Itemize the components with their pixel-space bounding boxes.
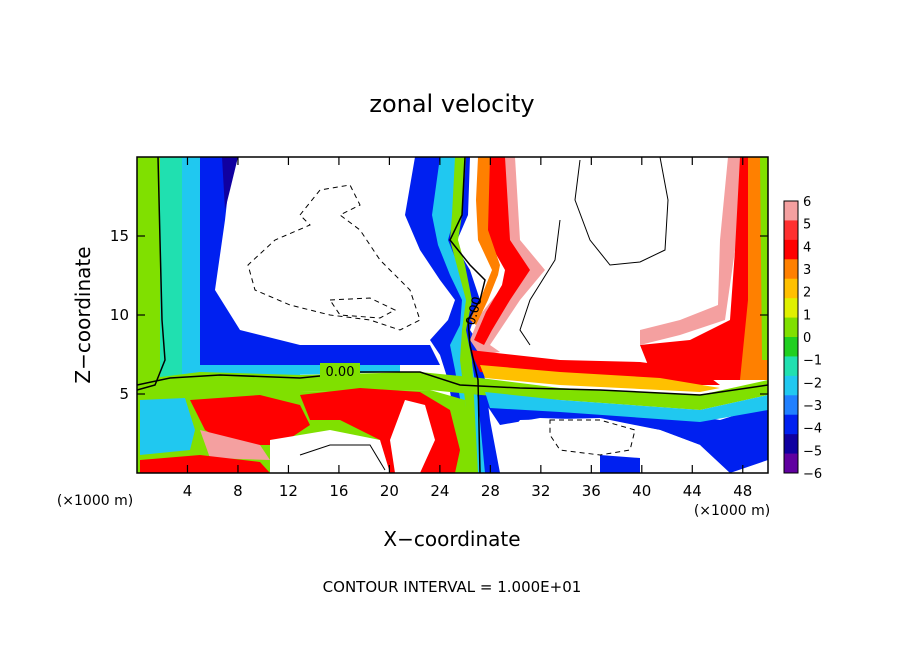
x-tick-label: 32 [531,482,550,500]
zero-contour-left [137,157,166,391]
colorbar-label: 0 [803,331,811,346]
x-tick-label: 8 [233,482,243,500]
zero-contour-label-central: 0.00 [464,295,486,327]
y-axis-ticks: 5 10 15 [110,227,768,403]
shear-lightblue-layer [485,392,768,422]
x-tick-label: 36 [582,482,601,500]
solid-contour-mid-right [519,219,561,346]
colorbar-label: −1 [803,354,822,369]
colorbar-label: 6 [803,195,811,210]
contour-interval-footer: CONTOUR INTERVAL = 1.000E+01 [323,578,582,596]
dashed-contour-upper [247,184,421,331]
colorbar-label: −3 [803,399,822,414]
colorbar-swatch [784,259,798,280]
x-tick-label: 16 [329,482,348,500]
colorbar-label: −2 [803,376,822,391]
lower-right-blue-blob [600,455,640,473]
right-green-edge [760,157,768,360]
lower-white-patch [270,430,390,473]
colorbar-label: 2 [803,286,811,301]
colorbar-swatch [784,395,798,416]
colorbar-label: 1 [803,308,811,323]
colorbar-swatch [784,201,798,221]
zero-contour-central [449,157,486,473]
x-axis-unit-right: (×1000 m) [694,503,770,519]
x-axis-unit-left: (×1000 m) [57,493,133,509]
left-purple-edge [222,157,238,210]
dashed-contour-small [329,297,397,319]
colorbar-swatch [784,298,798,319]
y-tick-label: 15 [110,227,129,245]
y-tick-label: 10 [110,306,129,324]
colorbar-label: −4 [803,422,822,437]
colorbar-label: 3 [803,263,811,278]
x-axis-ticks: 4 8 12 16 20 24 28 32 36 40 44 48 [183,157,752,500]
zero-contour-shear [137,371,768,396]
y-axis-label: Z−coordinate [71,246,95,383]
x-tick-label: 40 [632,482,651,500]
velocity-field [137,157,768,473]
orange-jet [470,157,500,325]
colorbar-frame [783,200,799,474]
lower-cyan-patch [140,398,195,455]
colorbar-swatch [784,220,798,241]
zero-contour-label-left: 0.00 [320,363,360,380]
x-tick-label: 20 [380,482,399,500]
colorbar: 6 5 4 3 2 1 0 −1 −2 −3 −4 −5 −6 [783,195,822,482]
chart-title: zonal velocity [369,90,534,118]
colorbar-label: 4 [803,240,811,255]
colorbar-swatch [784,278,798,299]
lower-pink-patch-left [200,430,270,460]
lower-red-patch-left [190,395,310,445]
right-pink-band [640,157,740,345]
y-tick-label: 5 [119,385,129,403]
x-tick-label: 28 [481,482,500,500]
shear-green-layer [137,372,768,410]
colorbar-swatch [784,414,798,435]
svg-text:0.00: 0.00 [326,365,355,380]
x-axis-label: X−coordinate [383,527,520,551]
colorbar-label: −5 [803,444,822,459]
colorbar-label: 5 [803,218,811,233]
colorbar-swatch [784,375,798,396]
svg-text:0.00: 0.00 [464,295,486,327]
shear-orange-layer [480,365,720,392]
dashed-contour-lower [549,419,636,456]
lower-white-patch-mid [390,400,435,473]
colorbar-swatch [784,317,798,338]
solid-contour-lower [299,444,386,471]
x-tick-label: 12 [279,482,298,500]
solid-contour-right [574,157,669,266]
colorbar-label: −6 [803,467,822,482]
colorbar-swatch [784,453,798,474]
colorbar-swatch [784,239,798,260]
x-tick-label: 48 [733,482,752,500]
x-tick-label: 24 [430,482,449,500]
lower-right-white-pocket [500,418,720,473]
colorbar-swatch [784,337,798,357]
x-tick-label: 44 [683,482,702,500]
x-tick-label: 4 [183,482,193,500]
colorbar-swatch [784,434,798,455]
shear-blue-layer [480,395,768,473]
colorbar-swatch [784,356,798,377]
